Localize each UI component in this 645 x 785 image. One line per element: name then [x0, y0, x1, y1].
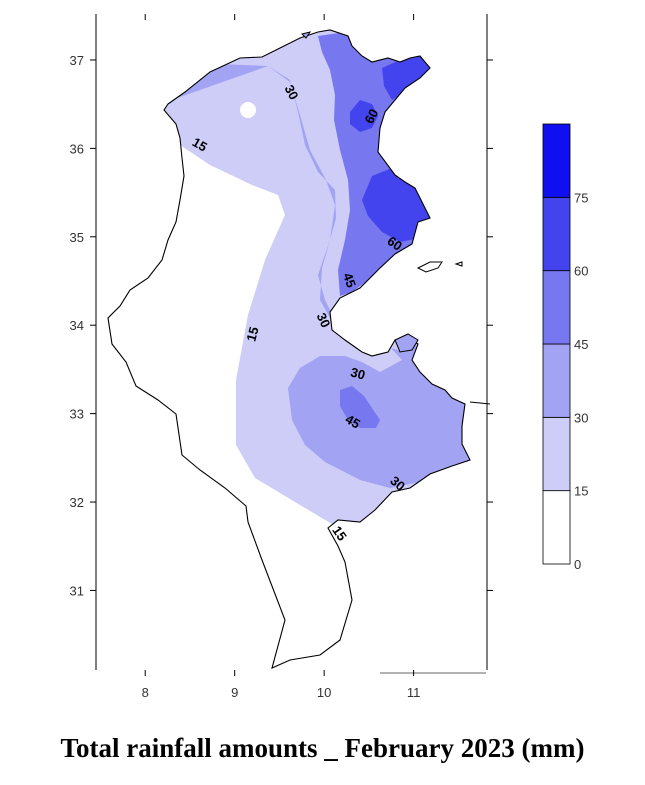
x-tick-label: 8	[142, 685, 149, 700]
contour-label: 45	[340, 271, 359, 290]
colorbar-label: 75	[574, 190, 588, 205]
plot-frame	[95, 14, 488, 670]
contour-label: 30	[314, 310, 334, 329]
kerkennah-islands	[416, 261, 443, 273]
dry-spot	[240, 102, 256, 118]
contour-label: 60	[384, 233, 404, 254]
galite-island	[454, 261, 463, 267]
colorbar-band	[542, 123, 571, 198]
y-tick-label: 34	[70, 318, 84, 333]
y-tick-label: 36	[70, 141, 84, 156]
colorbar-label: 60	[574, 264, 588, 279]
y-tick-label: 35	[70, 230, 84, 245]
band-30-45	[160, 64, 470, 488]
contour-label: 15	[190, 134, 210, 154]
colorbar-band	[542, 343, 571, 418]
contour-label: 60	[361, 106, 381, 126]
colorbar-label: 30	[574, 410, 588, 425]
colorbar: 0 15 30 45 60 75	[542, 123, 588, 572]
contour-label: 15	[329, 523, 350, 543]
x-tick-label: 10	[317, 685, 331, 700]
y-tick-label: 32	[70, 495, 84, 510]
y-tick-label: 37	[70, 53, 84, 68]
map-title: Total rainfall amounts _ February 2023 (…	[60, 733, 585, 763]
x-tick-label: 11	[407, 685, 421, 700]
y-tick-label: 33	[70, 407, 84, 422]
y-ticks: 37 36 35 34 33 32 31	[70, 53, 493, 598]
colorbar-label: 15	[574, 484, 588, 499]
colorbar-label: 45	[574, 337, 588, 352]
colorbar-band	[542, 490, 571, 565]
contour-label: 45	[343, 411, 363, 431]
colorbar-band	[542, 270, 571, 345]
colorbar-label: 0	[574, 557, 581, 572]
x-tick-label: 9	[231, 685, 238, 700]
y-tick-label: 31	[70, 583, 84, 598]
contour-label: 30	[282, 82, 302, 102]
band-60-75	[350, 56, 432, 242]
rainfall-bands	[108, 30, 470, 668]
contour-label: 30	[349, 364, 367, 382]
band-45-60-south	[340, 386, 380, 428]
contour-label: 15	[243, 325, 261, 343]
colorbar-band	[542, 416, 571, 492]
tunisia-outline	[107, 29, 471, 669]
zembra-island	[301, 31, 312, 39]
colorbar-band	[542, 196, 571, 272]
djerba-island	[394, 333, 419, 353]
x-ticks: 8 9 10 11	[142, 14, 421, 700]
